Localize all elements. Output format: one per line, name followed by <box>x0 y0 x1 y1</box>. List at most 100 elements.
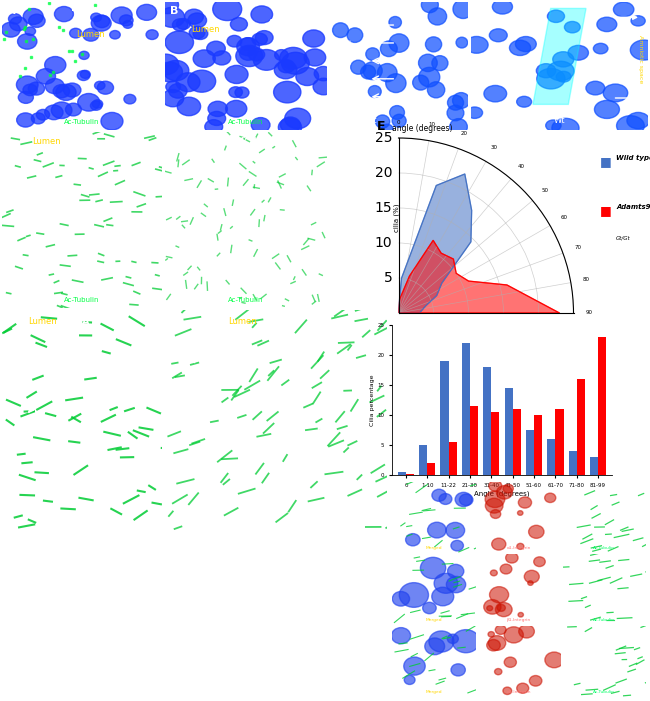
Circle shape <box>434 573 458 593</box>
Circle shape <box>484 86 506 102</box>
Circle shape <box>547 10 564 22</box>
Circle shape <box>506 552 518 563</box>
Circle shape <box>53 85 70 98</box>
Circle shape <box>17 113 34 127</box>
Circle shape <box>456 37 467 48</box>
Circle shape <box>595 100 619 118</box>
Bar <box>470 406 478 475</box>
Circle shape <box>447 105 464 121</box>
Circle shape <box>78 93 99 111</box>
Text: C: C <box>334 6 343 16</box>
Circle shape <box>484 599 501 614</box>
Circle shape <box>487 606 493 611</box>
Circle shape <box>1 22 20 37</box>
Circle shape <box>296 67 318 86</box>
Circle shape <box>528 525 544 538</box>
Circle shape <box>556 72 571 82</box>
Circle shape <box>36 69 55 84</box>
Circle shape <box>91 15 111 31</box>
Circle shape <box>314 67 332 81</box>
Circle shape <box>452 93 470 109</box>
Text: D: D <box>476 6 486 16</box>
Circle shape <box>16 76 38 93</box>
Circle shape <box>31 113 45 124</box>
Circle shape <box>518 613 523 617</box>
Circle shape <box>452 629 480 653</box>
Circle shape <box>421 0 438 13</box>
Circle shape <box>404 675 415 684</box>
Bar <box>526 430 534 475</box>
Polygon shape <box>398 240 560 313</box>
Text: B'  Lumen: B' Lumen <box>241 137 283 147</box>
Circle shape <box>66 103 81 116</box>
Bar <box>491 412 499 475</box>
Circle shape <box>361 65 376 79</box>
Circle shape <box>110 31 120 39</box>
Circle shape <box>504 627 523 643</box>
Circle shape <box>64 83 81 97</box>
Circle shape <box>537 69 565 89</box>
Circle shape <box>227 35 242 47</box>
Bar <box>569 451 577 475</box>
Circle shape <box>432 587 454 606</box>
Bar <box>462 343 470 475</box>
Circle shape <box>274 61 297 79</box>
Circle shape <box>177 97 201 116</box>
Circle shape <box>156 0 179 13</box>
Circle shape <box>447 95 463 110</box>
Circle shape <box>81 70 90 79</box>
Circle shape <box>428 8 447 25</box>
Circle shape <box>597 18 617 32</box>
Circle shape <box>447 634 458 644</box>
Circle shape <box>136 4 157 20</box>
Circle shape <box>51 102 72 118</box>
Circle shape <box>70 28 82 38</box>
Circle shape <box>172 19 188 31</box>
Circle shape <box>157 62 183 82</box>
Circle shape <box>166 81 181 93</box>
Circle shape <box>487 639 501 651</box>
Text: Lumen: Lumen <box>191 25 220 34</box>
Circle shape <box>163 60 189 81</box>
Circle shape <box>280 48 307 69</box>
Circle shape <box>568 46 588 60</box>
Text: A': A' <box>48 212 58 222</box>
Text: Lumen: Lumen <box>228 317 257 325</box>
Circle shape <box>545 652 564 668</box>
Circle shape <box>333 23 348 38</box>
Circle shape <box>497 486 512 499</box>
Circle shape <box>495 603 512 617</box>
Text: Ac-Tubulin: Ac-Tubulin <box>593 546 615 550</box>
Bar <box>406 474 414 475</box>
Circle shape <box>614 2 634 17</box>
Bar <box>590 457 598 475</box>
Circle shape <box>229 87 242 97</box>
Text: Merged: Merged <box>426 618 442 622</box>
Circle shape <box>230 18 248 31</box>
Circle shape <box>453 0 473 18</box>
Circle shape <box>285 108 311 129</box>
Circle shape <box>255 31 273 45</box>
Circle shape <box>500 564 512 574</box>
Circle shape <box>10 17 27 31</box>
Circle shape <box>351 60 366 74</box>
Circle shape <box>304 49 326 66</box>
Circle shape <box>77 71 90 81</box>
Circle shape <box>517 543 524 550</box>
Circle shape <box>237 38 259 55</box>
Text: β1-Integrin: β1-Integrin <box>507 618 531 622</box>
Text: E: E <box>376 120 385 133</box>
Circle shape <box>446 522 465 538</box>
Circle shape <box>193 50 215 67</box>
Circle shape <box>517 510 523 515</box>
Circle shape <box>123 20 133 28</box>
Circle shape <box>529 676 542 686</box>
Text: Ac-Tubulin: Ac-Tubulin <box>228 119 264 125</box>
Circle shape <box>176 73 200 92</box>
Circle shape <box>389 17 402 28</box>
Circle shape <box>495 625 506 634</box>
Circle shape <box>208 101 227 116</box>
Circle shape <box>503 687 512 695</box>
Circle shape <box>503 484 514 493</box>
Circle shape <box>124 95 136 104</box>
